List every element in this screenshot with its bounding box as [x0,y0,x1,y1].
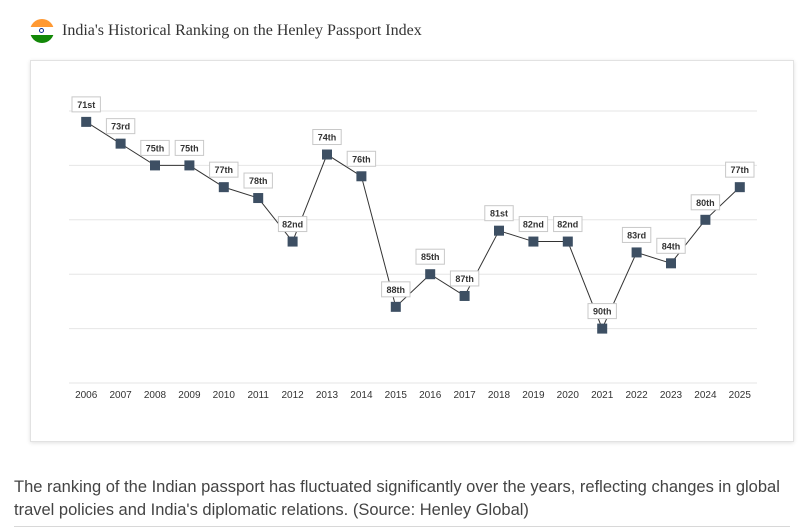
data-label: 80th [696,198,715,208]
x-tick-label: 2021 [591,390,614,401]
data-label: 75th [180,143,199,153]
data-label-box [346,150,377,167]
data-point [459,290,470,301]
data-point [356,171,367,182]
x-tick-label: 2016 [419,390,442,401]
data-point [528,236,539,247]
data-label: 76th [352,154,371,164]
x-tick-label: 2011 [247,390,269,401]
data-label-box [725,161,755,178]
data-point [150,160,160,171]
data-label-box [484,205,514,222]
x-tick-label: 2008 [144,390,167,401]
data-label: 77th [215,165,234,175]
data-label-box [312,129,342,146]
x-tick-label: 2013 [316,390,339,401]
data-label-box [105,118,136,135]
x-tick-label: 2018 [488,390,511,401]
x-tick-label: 2019 [522,390,545,401]
x-tick-label: 2023 [660,390,683,401]
data-point [253,193,264,204]
x-tick-label: 2007 [109,390,132,401]
data-label-box [415,248,445,265]
data-label: 78th [249,176,268,186]
data-point [115,138,126,149]
data-label: 82nd [282,220,303,230]
data-point [322,149,332,160]
x-tick-label: 2015 [385,390,408,401]
series-line [85,121,741,330]
chart-header: India's Historical Ranking on the Henley… [30,17,422,45]
x-tick-label: 2024 [694,390,717,401]
data-label-box [381,281,411,298]
x-tick-label: 2020 [557,390,580,401]
data-label: 71st [77,100,95,110]
x-tick-label: 2012 [281,390,304,401]
data-point [631,247,642,258]
data-label: 82nd [523,220,544,230]
data-label: 82nd [557,220,578,230]
data-point [390,301,401,312]
data-label-box [243,172,273,189]
data-point [666,258,676,269]
chart-card: 71st 73rd 75th 75th 77th 78th 82nd 74th 76th 88th… [30,60,794,442]
x-tick-label: 2009 [178,390,201,401]
data-label-box [518,216,549,233]
chart-caption: The ranking of the Indian passport has f… [14,478,780,519]
x-tick-label: 2022 [625,390,648,401]
x-tick-label: 2014 [350,390,373,401]
data-label: 90th [593,307,612,317]
data-label-box [656,237,686,254]
data-label-box [690,194,721,211]
data-label-box [71,96,101,113]
india-flag-icon [30,19,54,43]
data-point [218,182,229,193]
data-label: 73rd [111,122,130,132]
line-chart: 71st 73rd 75th 75th 77th 78th 82nd 74th 76th 88th… [69,96,757,401]
data-label-box [209,161,239,178]
data-label: 87th [455,274,474,284]
data-point [184,160,195,171]
data-label-box [449,270,480,287]
data-point [597,323,608,334]
x-tick-label: 2010 [213,390,236,401]
flag-band-saffron [30,19,54,27]
data-label: 77th [731,165,750,175]
data-label: 81st [490,209,508,219]
chart-title: India's Historical Ranking on the Henley… [62,22,422,39]
x-tick-label: 2025 [729,390,752,401]
data-label-box [174,139,205,156]
data-point [425,269,436,280]
data-label: 88th [387,285,406,295]
data-point [700,214,711,225]
flag-chakra [39,28,44,33]
data-point [287,236,298,247]
data-label: 85th [421,252,440,262]
data-label-box [277,216,308,233]
data-label: 83rd [627,230,646,240]
data-label-box [553,216,583,233]
caption-divider [14,526,790,527]
data-point [81,116,92,127]
data-label: 75th [146,143,165,153]
data-label-box [587,303,617,320]
data-point [734,182,745,193]
x-tick-label: 2006 [75,390,98,401]
data-label-box [621,226,652,243]
x-tick-label: 2017 [453,390,476,401]
data-point [562,236,573,247]
data-point [494,225,504,236]
flag-band-green [30,35,54,43]
data-label: 84th [662,241,681,251]
data-label: 74th [318,133,337,143]
data-label-box [140,139,170,156]
